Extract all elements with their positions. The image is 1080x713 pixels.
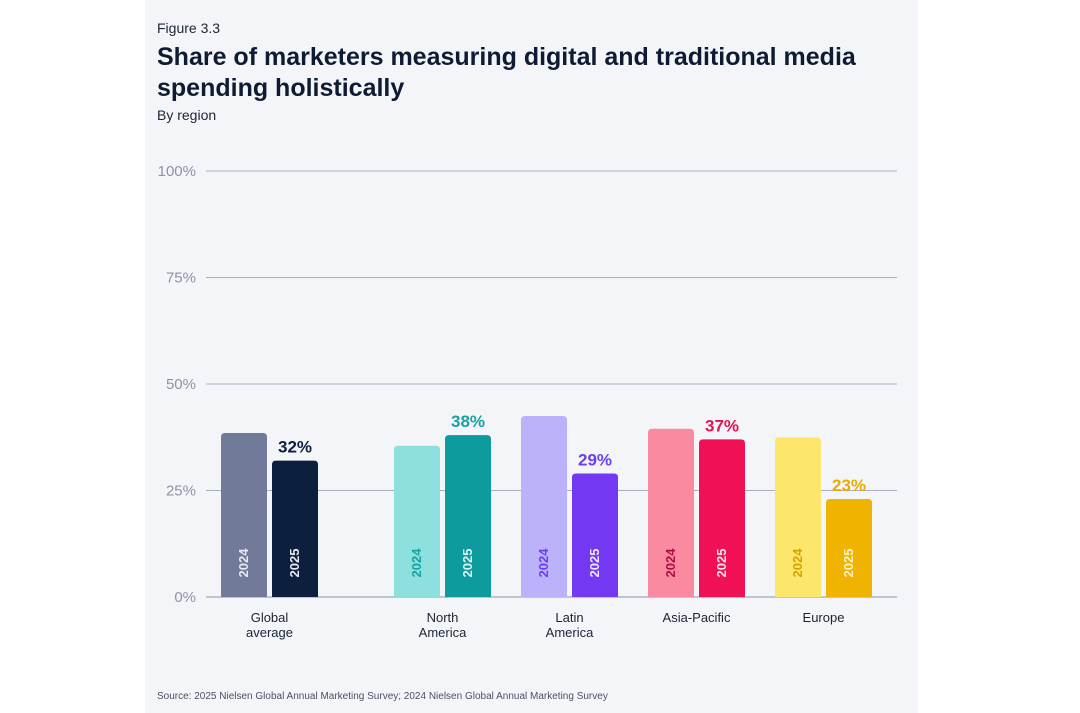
bar-2025 <box>272 460 318 597</box>
bar-value-label: 32% <box>278 438 312 457</box>
bar-2024 <box>221 432 267 597</box>
bar-2025 <box>572 473 618 597</box>
bar-value-label: 37% <box>705 416 739 435</box>
x-category-label: Latin <box>555 610 583 625</box>
bar-year-label: 2025 <box>287 549 302 578</box>
bar-2024 <box>521 415 567 597</box>
x-category-label: America <box>546 625 594 640</box>
bar-year-label: 2025 <box>587 549 602 578</box>
bar-2025 <box>699 439 745 597</box>
bars: 2024 2025 32% 2024 2025 38% 2024 2025 29% 2024 202… <box>221 412 872 597</box>
figure-label: Figure 3.3 <box>157 20 221 36</box>
y-tick-label: 50% <box>166 376 196 393</box>
source-note: Source: 2025 Nielsen Global Annual Marke… <box>157 691 608 702</box>
y-tick-label: 75% <box>166 270 196 287</box>
bar-value-label: 38% <box>451 412 485 431</box>
bar-year-label: 2024 <box>409 548 424 578</box>
y-tick-label: 0% <box>174 589 196 606</box>
bar-2024 <box>648 428 694 597</box>
bar-year-label: 2024 <box>790 548 805 578</box>
chart-subtitle: By region <box>157 107 217 123</box>
bar-year-label: 2024 <box>236 548 251 578</box>
y-tick-label: 25% <box>166 483 196 500</box>
x-category-label: average <box>246 625 293 640</box>
x-category-label: Asia-Pacific <box>663 610 731 625</box>
bar-value-label: 23% <box>832 476 866 495</box>
bar-2025 <box>445 435 491 597</box>
category-labels: GlobalaverageNorthAmericaLatinAmericaAsi… <box>246 610 844 640</box>
bar-2024 <box>394 445 440 597</box>
chart-title: Share of marketers measuring digital and… <box>157 43 856 102</box>
bar-year-label: 2025 <box>460 549 475 578</box>
bar-2025 <box>826 499 872 597</box>
bar-year-label: 2024 <box>536 548 551 578</box>
bar-year-label: 2025 <box>841 549 856 578</box>
x-category-label: America <box>419 625 467 640</box>
x-category-label: North <box>427 610 459 625</box>
bar-year-label: 2024 <box>663 548 678 578</box>
y-tick-label: 100% <box>158 163 196 180</box>
x-category-label: Europe <box>803 610 845 625</box>
bar-year-label: 2025 <box>714 549 729 578</box>
x-category-label: Global <box>251 610 289 625</box>
bar-2024 <box>775 437 821 597</box>
bar-value-label: 29% <box>578 450 612 469</box>
